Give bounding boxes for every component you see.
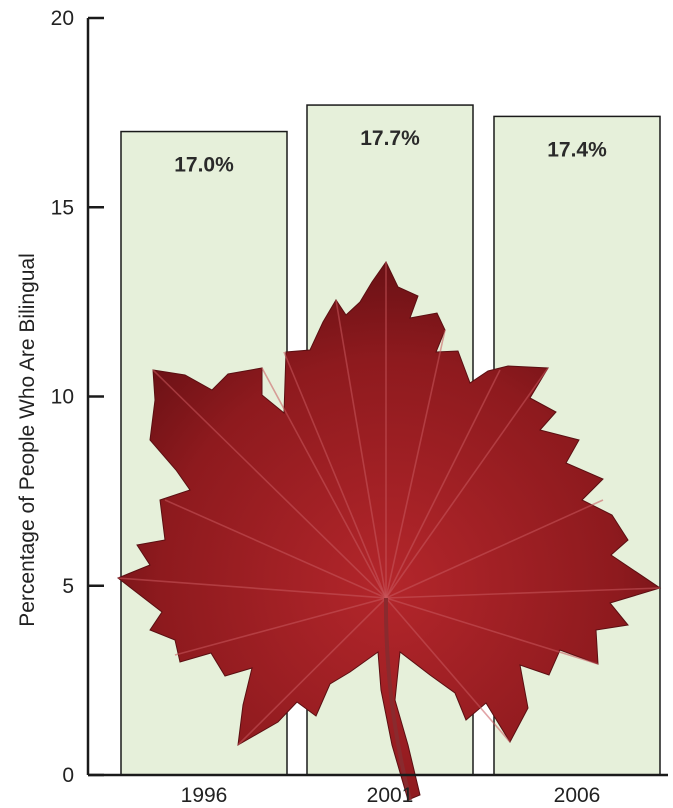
leaf-vein <box>385 367 549 599</box>
y-tick-label: 10 <box>51 386 74 409</box>
bar-labels-layer: 17.0% 17.7% 17.4% <box>174 127 607 176</box>
leaf-vein <box>385 587 661 599</box>
y-tick-label: 15 <box>51 196 74 219</box>
leaf-vein <box>385 329 446 599</box>
leaf-vein <box>117 577 387 599</box>
leaf-vein <box>385 369 501 599</box>
leaf-vein <box>335 299 387 599</box>
leaf-vein <box>385 499 604 599</box>
axis-layer: 0 5 10 15 20 1996 2001 2006 <box>51 7 668 807</box>
maple-leaf-image <box>117 261 662 801</box>
x-tick-label-2001: 2001 <box>367 784 414 807</box>
x-tick-label-1996: 1996 <box>181 784 228 807</box>
leaf-vein <box>283 351 387 599</box>
y-tick-label: 20 <box>51 7 74 30</box>
data-label-2006: 17.4% <box>547 138 607 161</box>
x-tick-label-2006: 2006 <box>554 784 601 807</box>
leaf-vein <box>261 367 387 599</box>
leaf-vein <box>385 597 511 743</box>
leaf-vein <box>385 597 599 665</box>
maple-leaf-shape <box>117 261 662 801</box>
y-tick-label: 5 <box>62 575 74 598</box>
leaf-vein <box>164 499 387 599</box>
data-label-1996: 17.0% <box>174 154 234 177</box>
y-axis-label: Percentage of People Who Are Bilingual <box>16 253 39 627</box>
leaf-vein <box>152 369 387 599</box>
leaf-vein <box>174 597 387 656</box>
y-tick-label: 0 <box>62 764 74 787</box>
data-label-2001: 17.7% <box>360 127 420 150</box>
leaf-vein <box>237 597 387 746</box>
